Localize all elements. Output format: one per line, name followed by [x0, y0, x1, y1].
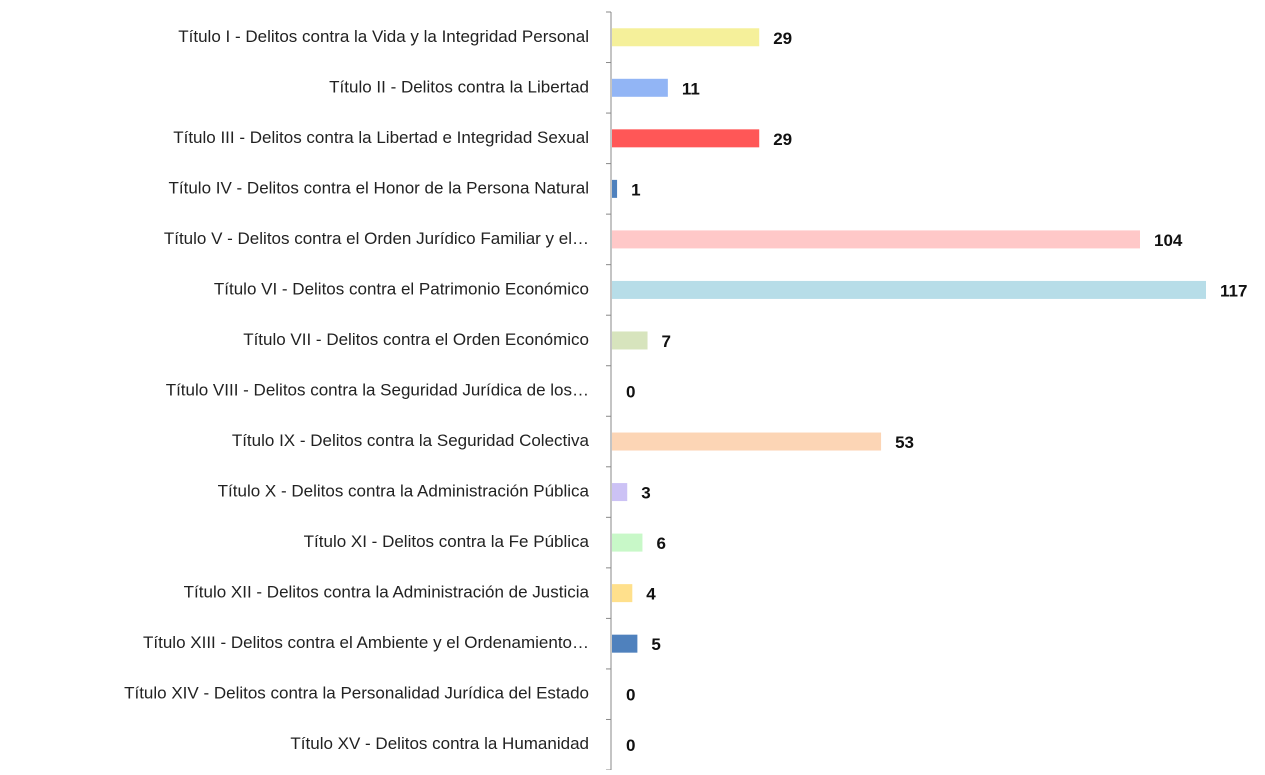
- value-label: 3: [641, 484, 650, 503]
- category-label: Título XV - Delitos contra la Humanidad: [290, 734, 589, 753]
- category-label: Título X - Delitos contra la Administrac…: [218, 482, 590, 501]
- bar: [612, 28, 760, 47]
- value-label: 117: [1220, 281, 1247, 300]
- category-label: Título IX - Delitos contra la Seguridad …: [232, 431, 590, 450]
- value-label: 0: [626, 736, 635, 755]
- category-label: Título III - Delitos contra la Libertad …: [173, 128, 589, 147]
- category-label: Título XI - Delitos contra la Fe Pública: [304, 532, 590, 551]
- value-label: 11: [682, 79, 700, 98]
- category-label: Título V - Delitos contra el Orden Juríd…: [164, 229, 589, 248]
- category-label: Título I - Delitos contra la Vida y la I…: [178, 27, 589, 46]
- bar: [612, 584, 633, 603]
- value-label: 6: [656, 534, 665, 553]
- bar: [612, 179, 618, 198]
- category-label: Título XIII - Delitos contra el Ambiente…: [143, 633, 589, 652]
- category-label: Título VI - Delitos contra el Patrimonio…: [214, 279, 589, 298]
- category-label: Título XII - Delitos contra la Administr…: [184, 583, 590, 602]
- bar: [612, 634, 638, 653]
- bar: [612, 78, 668, 97]
- bar: [612, 533, 643, 552]
- value-label: 29: [773, 130, 792, 149]
- bar: [612, 280, 1206, 299]
- value-label: 53: [895, 433, 914, 452]
- bar: [612, 129, 760, 148]
- bar: [612, 483, 628, 502]
- category-label: Título VIII - Delitos contra la Segurida…: [166, 380, 589, 399]
- value-label: 0: [626, 382, 635, 401]
- bar: [612, 230, 1140, 249]
- category-label: Título IV - Delitos contra el Honor de l…: [169, 178, 589, 197]
- value-label: 29: [773, 29, 792, 48]
- value-label: 5: [651, 635, 660, 654]
- value-label: 0: [626, 686, 635, 705]
- value-label: 104: [1154, 231, 1183, 250]
- bar: [612, 331, 648, 350]
- value-label: 7: [662, 332, 671, 351]
- category-label: Título VII - Delitos contra el Orden Eco…: [243, 330, 589, 349]
- bar: [612, 432, 882, 451]
- value-label: 1: [631, 180, 640, 199]
- value-label: 4: [646, 585, 656, 604]
- category-label: Título II - Delitos contra la Libertad: [329, 77, 589, 96]
- category-label: Título XIV - Delitos contra la Personali…: [124, 684, 589, 703]
